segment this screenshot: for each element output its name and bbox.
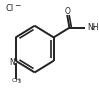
Text: Cl: Cl bbox=[5, 4, 14, 13]
Text: NH: NH bbox=[87, 23, 98, 32]
Text: 3: 3 bbox=[18, 79, 21, 84]
Text: CH: CH bbox=[11, 78, 20, 83]
Text: −: − bbox=[15, 1, 21, 10]
Text: 2: 2 bbox=[92, 26, 95, 31]
Text: O: O bbox=[64, 7, 70, 16]
Text: +: + bbox=[13, 57, 18, 62]
Text: N: N bbox=[9, 58, 15, 67]
